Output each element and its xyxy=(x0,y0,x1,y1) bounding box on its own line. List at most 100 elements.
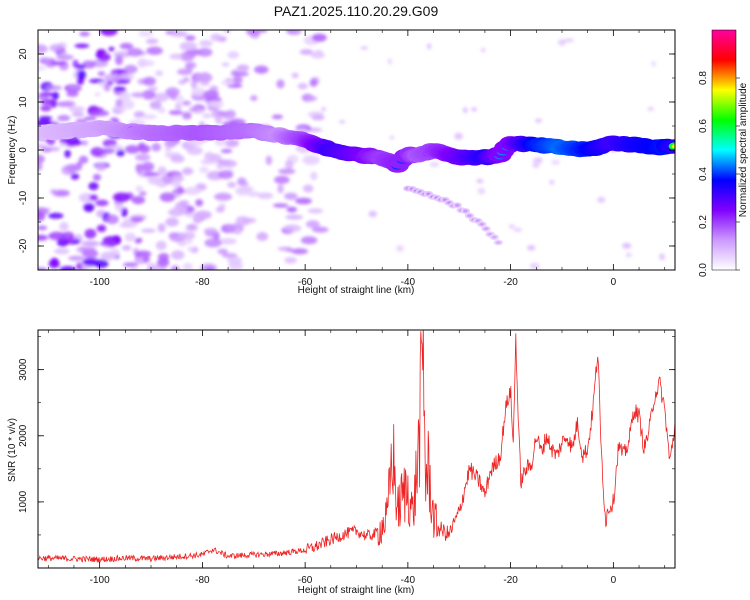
noise-blob xyxy=(97,71,106,77)
noise-blob xyxy=(116,149,125,157)
noise-blob xyxy=(76,262,83,270)
spectrogram-x-tick-label: -40 xyxy=(401,277,416,288)
noise-blob xyxy=(253,65,269,74)
noise-blob xyxy=(309,78,318,87)
noise-blob xyxy=(84,228,97,239)
noise-blob xyxy=(186,146,203,155)
ridge-core xyxy=(492,236,496,239)
noise-blob xyxy=(204,238,222,248)
noise-blob xyxy=(64,163,82,173)
ridge-core xyxy=(496,241,500,244)
colorbar-label: Normalized spectral amplitude xyxy=(738,82,749,217)
noise-blob xyxy=(149,100,162,110)
noise-blob xyxy=(181,100,192,106)
noise-blob xyxy=(92,173,102,181)
noise-blob xyxy=(38,267,48,270)
noise-blob xyxy=(119,91,131,102)
noise-blob xyxy=(151,142,161,152)
noise-blob xyxy=(95,50,103,60)
noise-blob xyxy=(551,159,560,166)
noise-blob xyxy=(131,196,146,205)
noise-blob xyxy=(246,30,261,36)
noise-blob xyxy=(302,155,320,165)
noise-blob xyxy=(311,114,325,121)
noise-blob xyxy=(295,197,312,205)
spectrogram-x-tick-label: -100 xyxy=(90,277,110,288)
noise-blob xyxy=(227,181,237,188)
noise-blob xyxy=(274,175,290,184)
noise-blob xyxy=(277,184,284,194)
noise-blob xyxy=(659,253,665,261)
noise-blob xyxy=(235,186,250,196)
noise-blob xyxy=(185,35,196,41)
noise-blob xyxy=(115,55,123,66)
noise-blob xyxy=(67,85,81,91)
noise-blob xyxy=(169,53,183,60)
noise-blob xyxy=(81,140,89,146)
noise-blob xyxy=(169,92,177,101)
noise-blob xyxy=(338,120,346,124)
noise-blob xyxy=(172,189,188,194)
noise-blob xyxy=(170,265,180,270)
noise-blob xyxy=(38,225,48,231)
noise-blob xyxy=(178,232,196,240)
ridge-core xyxy=(476,219,480,222)
noise-blob xyxy=(170,207,188,215)
noise-blob xyxy=(221,80,235,86)
noise-blob xyxy=(187,246,194,252)
noise-blob xyxy=(185,61,197,69)
noise-blob xyxy=(321,107,327,112)
noise-blob xyxy=(88,182,99,191)
noise-blob xyxy=(154,92,169,102)
noise-blob xyxy=(310,171,318,181)
noise-blob xyxy=(179,41,198,51)
noise-blob xyxy=(284,192,298,200)
noise-blob xyxy=(68,106,85,112)
ridge-core xyxy=(447,201,451,204)
noise-blob xyxy=(135,237,143,243)
snr-y-tick-label: 2000 xyxy=(18,424,29,447)
noise-blob xyxy=(141,90,156,100)
noise-blob xyxy=(170,31,188,37)
ridge-core xyxy=(671,144,675,149)
noise-blob xyxy=(64,149,71,158)
noise-blob xyxy=(59,221,69,231)
noise-blob xyxy=(141,228,156,233)
noise-blob xyxy=(217,248,228,255)
noise-blob xyxy=(143,76,156,86)
noise-blob xyxy=(299,49,314,55)
colorbar-gradient xyxy=(712,30,736,270)
noise-blob xyxy=(137,58,148,68)
noise-blob xyxy=(96,224,107,233)
noise-blob xyxy=(135,153,151,162)
spectrogram-y-tick-label: -10 xyxy=(18,190,29,205)
noise-blob xyxy=(115,202,124,212)
spectrogram-y-tick-label: -20 xyxy=(18,238,29,253)
spectrogram-y-tick-label: 0 xyxy=(18,147,29,153)
noise-blob xyxy=(203,90,219,99)
noise-blob xyxy=(113,86,127,91)
noise-blob xyxy=(535,157,543,163)
noise-blob xyxy=(622,242,632,249)
noise-blob xyxy=(513,227,523,232)
noise-blob xyxy=(122,262,139,267)
colorbar-tick-label: 0.6 xyxy=(698,119,709,133)
noise-blob xyxy=(200,159,218,165)
noise-blob xyxy=(131,92,146,98)
noise-blob xyxy=(174,95,184,102)
noise-blob xyxy=(38,116,53,121)
noise-blob xyxy=(56,54,74,60)
snr-x-tick-label: -80 xyxy=(195,575,210,586)
noise-blob xyxy=(283,224,302,232)
noise-blob xyxy=(250,95,258,101)
noise-blob xyxy=(218,170,234,180)
noise-blob xyxy=(179,200,190,205)
noise-blob xyxy=(146,266,154,270)
noise-blob xyxy=(115,98,123,108)
colorbar-tick-label: 0.8 xyxy=(698,71,709,85)
noise-blob xyxy=(83,204,95,212)
noise-blob xyxy=(209,100,224,109)
noise-blob xyxy=(121,207,128,218)
noise-blob xyxy=(124,145,140,154)
noise-blob xyxy=(215,116,223,125)
